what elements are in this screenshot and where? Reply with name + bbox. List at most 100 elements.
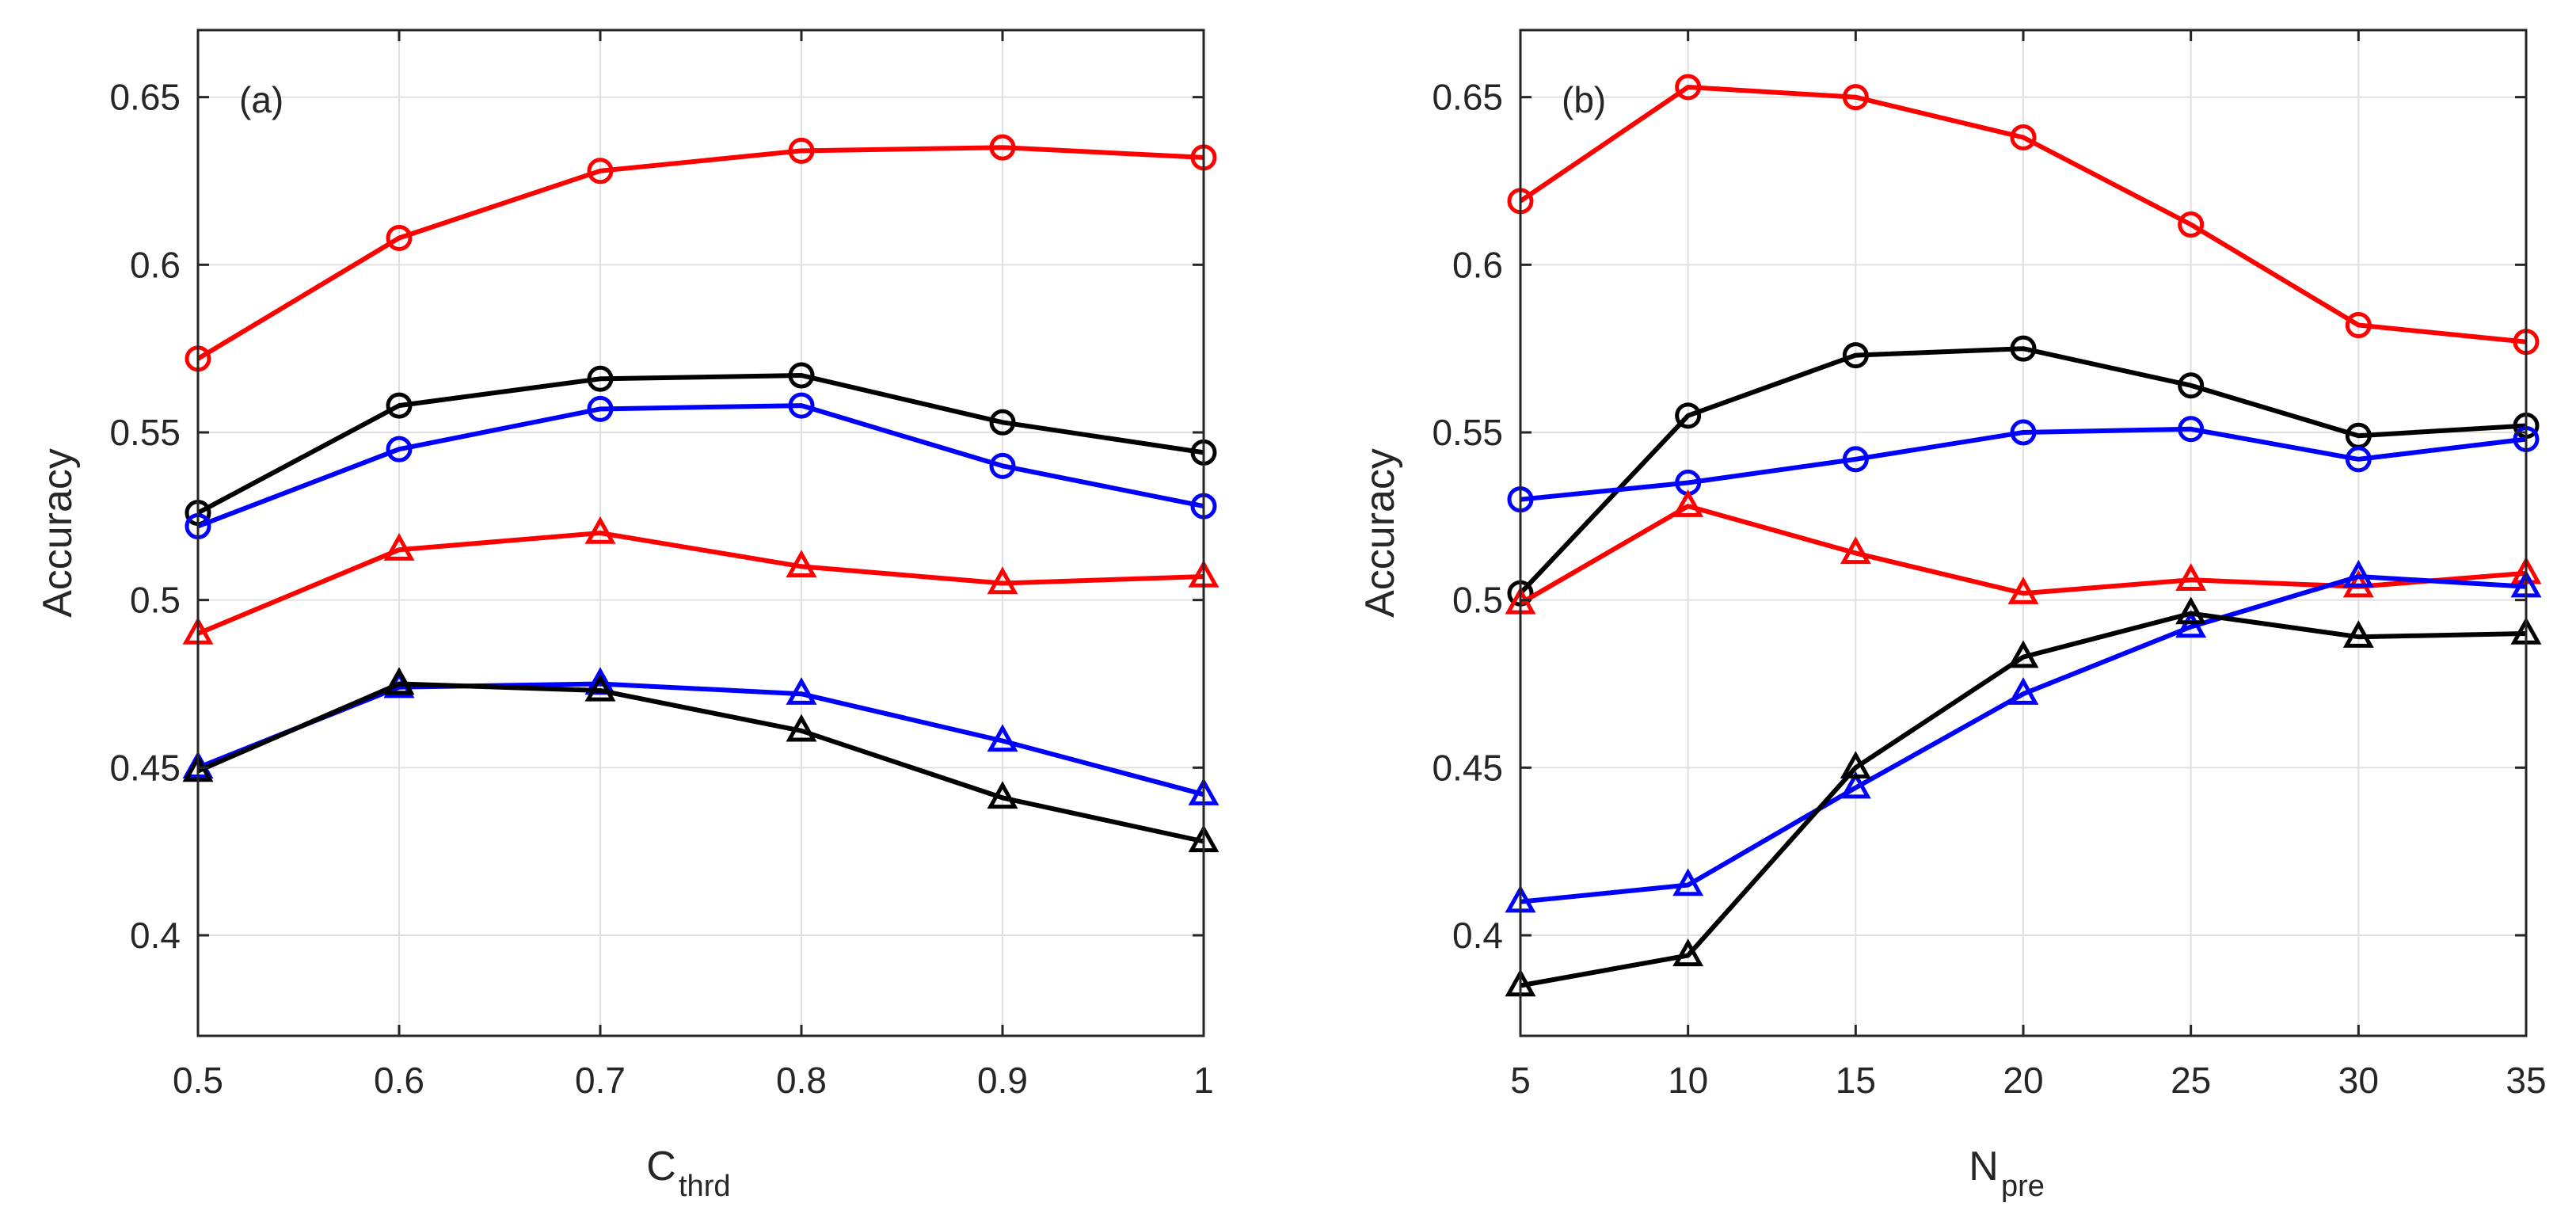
panel-a-series-blue-circle-point (989, 452, 1016, 479)
panel-b-series-blue-circle-point (1842, 446, 1869, 473)
panel-b-series-red-triangle-point (1840, 536, 1871, 565)
panel-a-series-blue-circle-point (788, 392, 815, 419)
panel-a-series-black-triangle-point (584, 673, 616, 702)
panel-b-series-red-circle-point (2345, 312, 2372, 339)
panel-a-xlabel-subscript: thrd (679, 1170, 730, 1203)
panel-b-series-blue-triangle-point (1840, 771, 1871, 799)
panel-b-series-black-triangle-point (1672, 938, 1704, 967)
panel-b-series-black-triangle-line (1520, 611, 2527, 988)
panel-a-ytick-label: 0.4 (130, 915, 181, 956)
panel-b-series-red-circle-point (1675, 74, 1702, 101)
panel-b-ytick-label: 0.65 (1432, 77, 1503, 118)
panel-a-series-black-circle-point (989, 409, 1016, 436)
panel-a-ytick-label: 0.45 (109, 747, 181, 788)
panel-a-series-black-circle-point (788, 362, 815, 389)
panel-a-axes-box (196, 29, 1205, 1037)
panel-b-xlabel: N (1969, 1144, 1999, 1189)
panel-b-ytick-label: 0.5 (1452, 580, 1503, 621)
panel-b-xtick-label: 20 (2003, 1060, 2043, 1101)
panel-b-series-black-circle-point (2178, 372, 2205, 399)
panel-b-series-red-circle-line (1519, 85, 2527, 344)
panel-a-series-red-triangle-point (383, 533, 415, 561)
panel-b-series-blue-circle-point (2345, 446, 2372, 473)
panel-b-ytick-label: 0.4 (1452, 915, 1503, 956)
panel-a-series-red-circle-point (386, 224, 413, 251)
panel-a-series-red-circle-point (587, 158, 614, 185)
panel-b-xtick-label: 35 (2506, 1060, 2546, 1101)
panel-b-xtick-label: 25 (2171, 1060, 2211, 1101)
panel-b-series-black-triangle-point (2342, 620, 2374, 648)
panel-b-series-red-triangle-point (2175, 563, 2207, 591)
panel-a-xtick-label: 0.6 (374, 1060, 424, 1101)
panel-a-series-blue-triangle-point (987, 724, 1018, 752)
panel-a-series-black-circle-point (386, 392, 413, 419)
panel-a-series-black-triangle-line (196, 681, 1204, 844)
panel-b-series-black-triangle-point (2175, 596, 2207, 625)
panel-a-xlabel: C (646, 1144, 676, 1189)
panel-b-xtick-label: 15 (1836, 1060, 1876, 1101)
panel-b: 5 10 15 20 25 30 35 0.4 0.45 0.5 0.55 0.6 0.65 (b) Acc… (1357, 29, 2547, 1203)
panel-a-series-blue-circle-point (587, 395, 614, 422)
panel-b-series-red-circle-point (1842, 84, 1869, 111)
panel-b-series-blue-circle-point (2178, 416, 2205, 443)
panel-b-series-black-circle-point (1842, 342, 1869, 369)
panel-a-series-blue-circle-point (386, 436, 413, 462)
panel-b-series-blue-circle (1507, 416, 2540, 513)
panel-b-series-blue-triangle-point (1672, 868, 1704, 896)
panel-a-ytick-label: 0.55 (109, 412, 181, 453)
panel-a-series-red-circle-point (989, 134, 1016, 161)
panel-a-series-red-circle-line (196, 145, 1204, 361)
panel-a-series-black-triangle-point (987, 781, 1018, 809)
panel-a-ylabel: Accuracy (35, 448, 81, 618)
panel-a-series-black-circle-point (587, 365, 614, 392)
panel-a-ytick-label: 0.65 (109, 77, 181, 118)
panel-b-xtick-label: 10 (1668, 1060, 1708, 1101)
panel-b-series-blue-triangle-point (2175, 610, 2207, 638)
panel-b-series-black-circle-point (1675, 402, 1702, 429)
panel-b-series-black-circle-line (1518, 346, 2527, 596)
panel-a-series-red-triangle-line (196, 531, 1204, 636)
panel-b-series-black-triangle-point (2007, 640, 2039, 668)
panel-a-xtick-label: 0.7 (575, 1060, 626, 1101)
panel-a-label: (a) (239, 79, 283, 120)
panel-b-ytick-label: 0.45 (1432, 747, 1503, 788)
panel-a-xtick-label: 0.5 (173, 1060, 223, 1101)
panel-b-series-black-circle-point (2010, 335, 2037, 362)
panel-b-series-black-triangle-point (1840, 751, 1871, 779)
panel-a-series-red-triangle-point (584, 516, 616, 544)
panel-a: 0.5 0.6 0.7 0.8 0.9 1 0.4 0.45 0.5 0.55 0.6 0.65 (a)… (35, 29, 1220, 1203)
panel-b-series-blue-circle-line (1520, 426, 2527, 502)
panel-a-series-red-circle-point (788, 137, 815, 164)
panel-b-series-red-circle-point (2178, 211, 2205, 238)
panel-a-plot-area (198, 30, 1204, 1036)
panel-a-series-blue-triangle-point (786, 677, 817, 705)
panel-b-label: (b) (1562, 79, 1606, 120)
panel-b-series-red-circle-point (2010, 124, 2037, 150)
panel-a-series-red-triangle-point (987, 566, 1018, 595)
panel-b-series-red-triangle-point (1672, 489, 1704, 517)
panel-a-xtick-label: 0.9 (977, 1060, 1028, 1101)
panel-b-series-blue-triangle-point (2007, 677, 2039, 705)
panel-a-series-black-triangle-point (786, 714, 817, 742)
panel-a-series-blue-circle-line (196, 403, 1204, 529)
panel-a-ytick-label: 0.6 (130, 244, 181, 285)
panel-a-series-black-circle-line (196, 373, 1204, 516)
panel-a-series-red-triangle-point (786, 550, 817, 578)
panel-b-xtick-label: 30 (2338, 1060, 2379, 1101)
panel-b-series-black-triangle (1505, 596, 2542, 997)
panel-b-xlabel-subscript: pre (2001, 1170, 2045, 1203)
panel-a-series-red-triangle (182, 516, 1220, 645)
panel-b-series-blue-triangle-point (2342, 559, 2374, 588)
panel-b-ylabel: Accuracy (1357, 448, 1403, 618)
panel-b-series-blue-triangle-line (1520, 574, 2527, 904)
panel-a-xtick-label: 0.8 (776, 1060, 827, 1101)
panel-a-xtick-label: 1 (1193, 1060, 1214, 1101)
panel-a-series-black-triangle-point (383, 667, 415, 695)
panel-b-series-blue-circle-point (2010, 419, 2037, 446)
panel-b-xtick-label: 5 (1510, 1060, 1531, 1101)
panel-b-series-red-triangle-point (2007, 577, 2039, 604)
panel-b-ytick-label: 0.55 (1432, 412, 1503, 453)
panel-b-ytick-label: 0.6 (1452, 244, 1503, 285)
panel-a-ytick-label: 0.5 (130, 580, 181, 621)
